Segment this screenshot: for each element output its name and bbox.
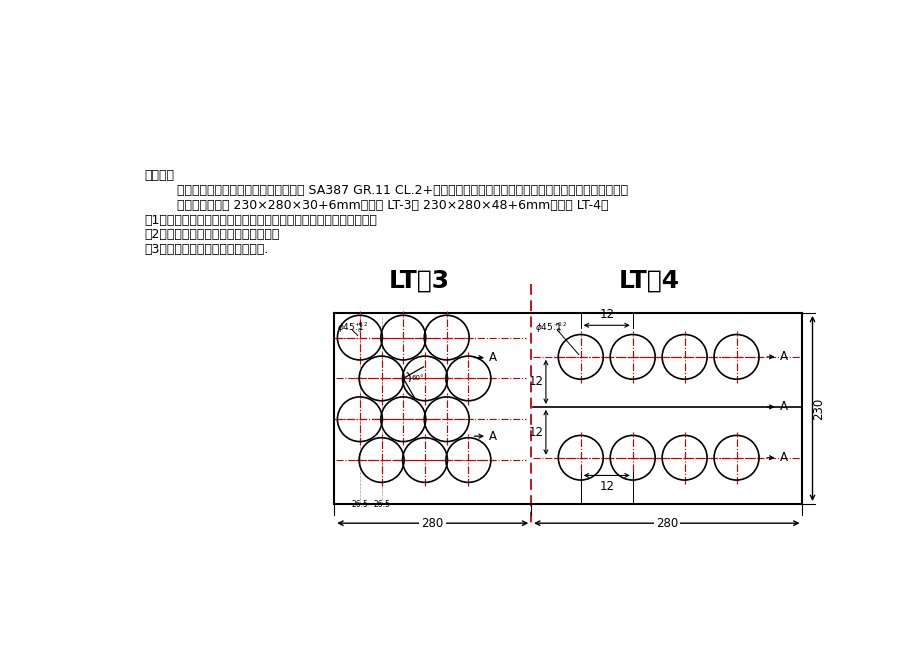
Text: A: A (779, 350, 787, 363)
Text: A: A (489, 430, 497, 443)
Text: 26.5: 26.5 (373, 500, 390, 509)
Text: 焊评及拉脱试板需进行如下加工（材质 SA387 GR.11 CL.2+堆焊，以下全部加工均为机加工，不得动火），请予安排。: 焊评及拉脱试板需进行如下加工（材质 SA387 GR.11 CL.2+堆焊，以下… (176, 184, 628, 197)
Text: 280: 280 (655, 517, 677, 530)
Text: 280: 280 (421, 517, 443, 530)
Text: $\phi$45.1: $\phi$45.1 (336, 322, 363, 335)
Text: （3）、将两块试板分别按下图钒孔.: （3）、将两块试板分别按下图钒孔. (144, 243, 268, 256)
Text: 12: 12 (598, 308, 614, 321)
Text: 230: 230 (811, 397, 824, 420)
Text: A: A (489, 351, 497, 364)
Text: $^{+0.2}_{\ \ 0}$: $^{+0.2}_{\ \ 0}$ (552, 320, 566, 335)
Text: 12: 12 (528, 426, 543, 439)
Text: 试板原始规格： 230×280×30+6mm，编号 LT-3； 230×280×48+6mm，编号 LT-4；: 试板原始规格： 230×280×30+6mm，编号 LT-3； 230×280×… (176, 199, 607, 212)
Text: LT－3: LT－3 (389, 268, 449, 292)
Text: 26.5: 26.5 (351, 500, 368, 509)
Text: （2）、将两块试板堆焊表面刨削平齐；: （2）、将两块试板堆焊表面刨削平齐； (144, 229, 279, 242)
Text: LT－4: LT－4 (618, 268, 679, 292)
Text: 生产科：: 生产科： (144, 169, 175, 182)
Text: $\phi$45.1: $\phi$45.1 (535, 322, 562, 335)
Text: A: A (779, 451, 787, 464)
Text: 12: 12 (598, 480, 614, 493)
Text: A: A (779, 400, 787, 413)
Text: $^{+0.2}_{\ \ 0}$: $^{+0.2}_{\ \ 0}$ (354, 320, 369, 335)
Text: （1）、沿虚线将试板切开（原试板为点焊在一起同时堆焊的表面）；: （1）、沿虚线将试板切开（原试板为点焊在一起同时堆焊的表面）； (144, 214, 377, 227)
Text: 60°: 60° (412, 375, 424, 381)
Text: 12: 12 (528, 376, 543, 389)
